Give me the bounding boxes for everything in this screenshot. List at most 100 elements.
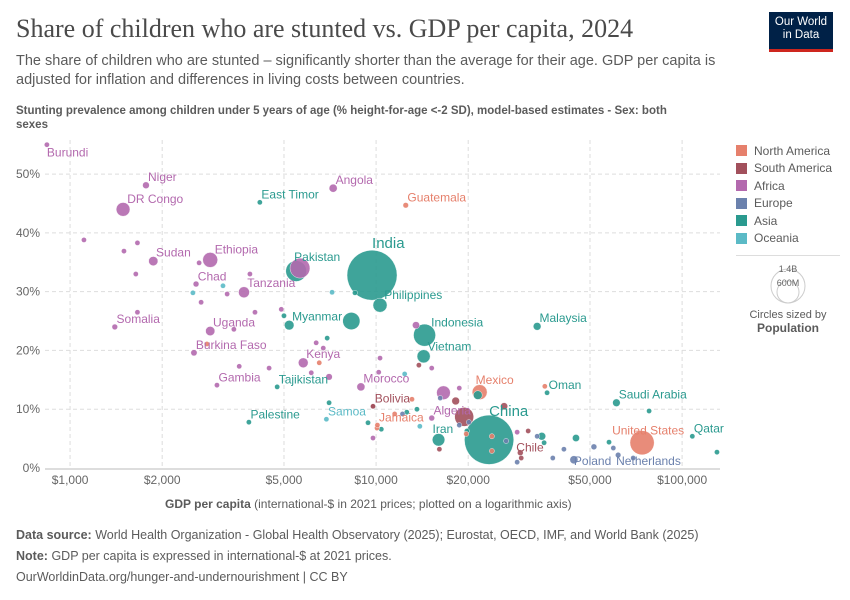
data-points bbox=[44, 141, 720, 465]
x-tick-label: $5,000 bbox=[266, 473, 303, 487]
legend-item[interactable]: North America bbox=[736, 142, 832, 160]
source-text: World Health Organization - Global Healt… bbox=[95, 528, 699, 542]
size-legend-big: 1.4B bbox=[779, 264, 798, 274]
data-point bbox=[377, 355, 383, 361]
legend-item[interactable]: Asia bbox=[736, 212, 832, 230]
point-label: Palestine bbox=[250, 408, 300, 422]
data-point bbox=[615, 452, 622, 459]
data-point bbox=[196, 260, 202, 266]
point-label: Angola bbox=[336, 173, 374, 187]
data-point bbox=[81, 237, 87, 243]
note-label: Note: bbox=[16, 549, 48, 563]
data-point bbox=[115, 202, 131, 217]
data-point bbox=[298, 357, 309, 368]
point-label: Qatar bbox=[694, 422, 724, 436]
data-point bbox=[111, 323, 118, 330]
data-point bbox=[346, 249, 398, 301]
x-tick-label: $1,000 bbox=[52, 473, 89, 487]
footer-url[interactable]: OurWorldinData.org/hunger-and-undernouri… bbox=[16, 570, 348, 584]
legend-item[interactable]: Oceania bbox=[736, 230, 832, 248]
legend-swatch bbox=[736, 162, 747, 174]
point-label: Kenya bbox=[306, 347, 340, 361]
size-legend: 1.4B 600M Circles sized by Population bbox=[736, 255, 840, 335]
point-label: Saudi Arabia bbox=[619, 387, 687, 401]
data-point bbox=[456, 385, 463, 391]
point-label: Ethiopia bbox=[215, 242, 259, 256]
data-point bbox=[324, 335, 330, 341]
data-point bbox=[257, 199, 263, 206]
data-point bbox=[646, 408, 652, 414]
data-point bbox=[274, 384, 280, 390]
legend-item[interactable]: Africa bbox=[736, 177, 832, 195]
data-point bbox=[320, 345, 327, 351]
data-point bbox=[308, 369, 315, 376]
data-point bbox=[326, 399, 332, 406]
data-point bbox=[518, 455, 525, 461]
x-axis-label-bold: GDP per capita bbox=[165, 497, 251, 511]
data-point bbox=[134, 309, 141, 316]
point-labels: Burundi Niger DR Congo Angola East Timor Guat… bbox=[47, 146, 724, 468]
note-text: GDP per capita is expressed in internati… bbox=[51, 549, 392, 563]
point-label: Sudan bbox=[156, 245, 191, 259]
data-point bbox=[329, 289, 335, 296]
legend-label: Asia bbox=[754, 213, 778, 228]
data-point bbox=[456, 422, 463, 428]
data-point bbox=[399, 411, 406, 417]
data-point bbox=[289, 257, 311, 279]
point-label: Iran bbox=[433, 422, 454, 436]
data-point bbox=[224, 291, 230, 297]
data-point bbox=[44, 141, 50, 148]
data-point bbox=[414, 406, 420, 413]
data-source: Data source: World Health Organization -… bbox=[16, 528, 699, 542]
data-point bbox=[190, 349, 198, 357]
owid-logo[interactable]: Our World in Data bbox=[769, 12, 833, 52]
data-point bbox=[416, 362, 422, 368]
data-point bbox=[148, 256, 159, 266]
point-label: Algeria bbox=[433, 403, 471, 417]
data-point bbox=[569, 455, 579, 465]
data-point bbox=[514, 429, 520, 435]
data-point bbox=[323, 416, 330, 423]
point-label: Guatemala bbox=[407, 191, 466, 205]
x-axis-label-rest: (international-$ in 2021 prices; plotted… bbox=[250, 497, 572, 511]
data-point bbox=[451, 396, 460, 406]
point-label: Mexico bbox=[476, 373, 514, 387]
data-point bbox=[541, 439, 547, 446]
point-label: Samoa bbox=[328, 405, 366, 419]
legend-item[interactable]: South America bbox=[736, 160, 832, 178]
legend-swatch bbox=[736, 145, 747, 157]
data-point bbox=[473, 390, 483, 400]
point-label: India bbox=[372, 235, 405, 252]
data-point bbox=[142, 181, 150, 189]
data-point bbox=[500, 402, 508, 411]
size-legend-small: 600M bbox=[777, 278, 800, 288]
data-point bbox=[412, 321, 420, 329]
data-point bbox=[514, 459, 520, 465]
data-point bbox=[281, 312, 287, 319]
data-point bbox=[375, 369, 382, 375]
y-axis-label: Stunting prevalence among children under… bbox=[16, 105, 667, 131]
x-axis-label: GDP per capita (international-$ in 2021 … bbox=[165, 497, 572, 511]
data-point bbox=[489, 448, 495, 454]
point-label: Pakistan bbox=[294, 250, 340, 264]
point-label: Gambia bbox=[219, 371, 261, 385]
legend-label: South America bbox=[754, 161, 833, 176]
data-point bbox=[325, 373, 333, 381]
data-point bbox=[428, 365, 435, 371]
legend-label: North America bbox=[754, 143, 831, 158]
y-tick-label: 0% bbox=[23, 461, 41, 475]
legend-swatch bbox=[736, 215, 747, 227]
data-point bbox=[436, 446, 443, 452]
data-point bbox=[205, 326, 216, 336]
data-point bbox=[466, 419, 472, 425]
data-point bbox=[544, 389, 550, 396]
data-point bbox=[266, 365, 272, 371]
data-point bbox=[402, 202, 409, 209]
point-label: Burkina Faso bbox=[196, 338, 267, 352]
data-point bbox=[391, 411, 398, 417]
data-point bbox=[247, 271, 253, 277]
point-label: Myanmar bbox=[292, 309, 342, 323]
legend-item[interactable]: Europe bbox=[736, 195, 832, 213]
point-label: Poland bbox=[574, 454, 611, 468]
data-point bbox=[214, 382, 220, 388]
